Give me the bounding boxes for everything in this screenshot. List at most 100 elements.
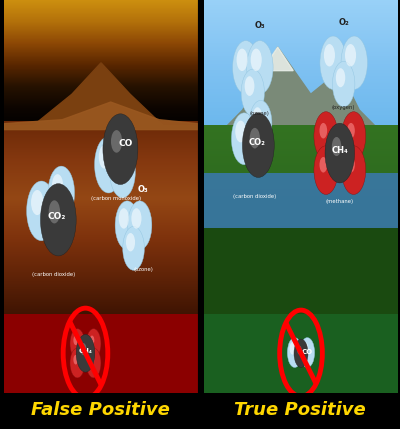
- Bar: [4, 66, 198, 68]
- Circle shape: [73, 355, 78, 365]
- Text: CO: CO: [118, 139, 133, 148]
- Bar: [4, 86, 198, 88]
- Circle shape: [324, 44, 335, 66]
- Bar: [4, 111, 198, 112]
- Bar: [4, 10, 198, 13]
- Circle shape: [114, 154, 124, 175]
- Text: (oxygen): (oxygen): [332, 106, 356, 110]
- Text: CO₂: CO₂: [249, 138, 266, 147]
- Circle shape: [320, 157, 327, 172]
- Circle shape: [70, 329, 85, 359]
- Bar: [4, 38, 198, 41]
- Circle shape: [80, 343, 86, 355]
- Text: CH₄: CH₄: [332, 145, 348, 154]
- Polygon shape: [4, 63, 198, 130]
- Bar: [4, 116, 198, 118]
- Bar: [4, 104, 198, 106]
- Circle shape: [253, 107, 262, 127]
- Circle shape: [131, 208, 142, 229]
- Bar: [4, 68, 198, 70]
- Bar: [4, 70, 198, 73]
- Text: O₃: O₃: [138, 184, 149, 193]
- Circle shape: [297, 346, 302, 355]
- Circle shape: [86, 348, 101, 378]
- Bar: [4, 94, 198, 96]
- Circle shape: [287, 338, 302, 368]
- Text: O₃: O₃: [254, 21, 265, 30]
- Bar: [4, 124, 198, 126]
- Bar: [4, 31, 198, 34]
- Bar: [4, 119, 198, 121]
- Circle shape: [123, 227, 144, 270]
- Circle shape: [86, 329, 101, 359]
- Circle shape: [40, 184, 76, 256]
- Circle shape: [31, 190, 44, 215]
- Circle shape: [94, 136, 122, 193]
- Circle shape: [347, 123, 355, 139]
- Bar: [4, 90, 198, 92]
- Circle shape: [111, 130, 122, 153]
- Bar: [4, 57, 198, 59]
- Bar: [4, 29, 198, 31]
- Circle shape: [314, 146, 338, 194]
- Circle shape: [332, 61, 355, 107]
- Bar: [4, 13, 198, 16]
- Circle shape: [52, 174, 63, 197]
- Bar: [4, 122, 198, 123]
- Circle shape: [300, 338, 315, 368]
- Bar: [4, 115, 198, 116]
- Bar: [4, 41, 198, 43]
- Circle shape: [247, 41, 273, 94]
- Circle shape: [342, 146, 366, 194]
- Circle shape: [235, 121, 246, 142]
- Circle shape: [302, 342, 308, 355]
- Bar: [4, 92, 198, 94]
- Bar: [4, 43, 198, 45]
- Text: O₂: O₂: [338, 18, 349, 27]
- Bar: [4, 118, 198, 119]
- Circle shape: [236, 48, 248, 71]
- Bar: [4, 50, 198, 52]
- Circle shape: [76, 335, 95, 372]
- Text: (ozone): (ozone): [134, 266, 153, 272]
- Circle shape: [73, 335, 78, 345]
- Circle shape: [110, 146, 135, 198]
- Bar: [4, 88, 198, 90]
- Bar: [4, 84, 198, 86]
- Bar: [4, 108, 198, 110]
- Bar: [4, 5, 198, 8]
- Circle shape: [49, 200, 60, 224]
- Bar: [204, 228, 398, 314]
- Bar: [4, 21, 198, 24]
- Circle shape: [27, 181, 56, 241]
- Bar: [4, 96, 198, 98]
- Circle shape: [250, 128, 260, 148]
- Text: (carbon dioxide): (carbon dioxide): [32, 272, 76, 277]
- Bar: [4, 3, 198, 5]
- Circle shape: [126, 233, 135, 251]
- Circle shape: [128, 201, 152, 250]
- Circle shape: [242, 113, 274, 178]
- Bar: [4, 61, 198, 63]
- Text: (carbon dioxide): (carbon dioxide): [233, 193, 276, 199]
- Circle shape: [232, 41, 259, 94]
- Circle shape: [342, 112, 366, 160]
- Text: (methane): (methane): [326, 199, 354, 204]
- Circle shape: [99, 145, 110, 169]
- Bar: [4, 114, 198, 115]
- Bar: [4, 45, 198, 48]
- Text: True Positive: True Positive: [234, 401, 366, 419]
- Circle shape: [341, 36, 368, 89]
- Bar: [4, 102, 198, 104]
- Bar: [204, 314, 398, 393]
- Bar: [4, 26, 198, 29]
- Bar: [4, 48, 198, 50]
- Circle shape: [232, 113, 257, 165]
- Circle shape: [48, 166, 74, 220]
- Bar: [4, 59, 198, 61]
- Circle shape: [332, 137, 341, 156]
- Bar: [4, 314, 198, 393]
- Bar: [4, 106, 198, 108]
- Bar: [4, 75, 198, 77]
- Bar: [4, 36, 198, 38]
